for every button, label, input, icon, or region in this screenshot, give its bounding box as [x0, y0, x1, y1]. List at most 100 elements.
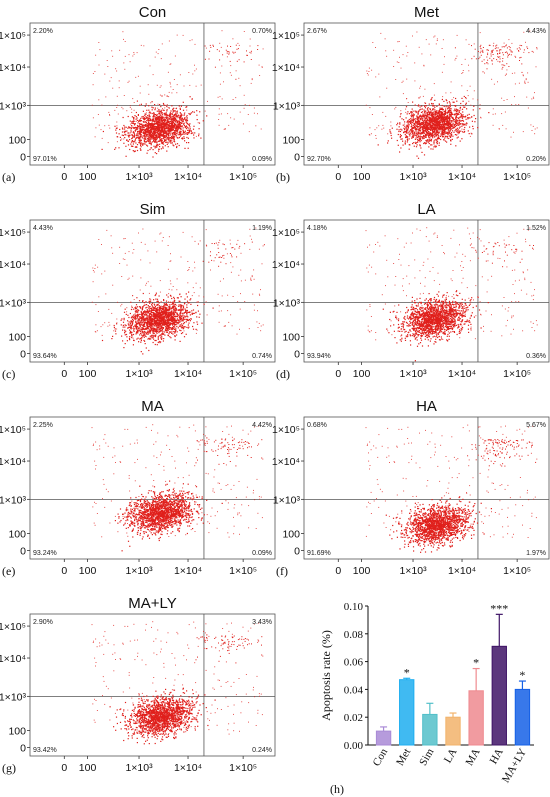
event-point [130, 127, 133, 130]
event-point [429, 126, 431, 128]
event-point [172, 125, 174, 127]
event-point [448, 111, 450, 114]
event-point [416, 133, 418, 135]
event-point [160, 140, 162, 142]
event-point [173, 125, 176, 127]
event-point [147, 125, 149, 127]
event-point [177, 305, 180, 307]
event-point [157, 124, 159, 126]
event-point [519, 57, 521, 59]
event-point [122, 340, 124, 342]
event-point [145, 124, 147, 126]
event-point [437, 116, 439, 118]
event-point [147, 323, 149, 325]
event-point [107, 142, 109, 144]
event-point [180, 326, 182, 328]
event-point [509, 49, 511, 51]
event-point [479, 56, 481, 58]
event-point [497, 60, 499, 62]
event-point [115, 147, 117, 149]
event-point [368, 67, 370, 69]
event-point [447, 106, 449, 108]
event-point [175, 134, 177, 136]
event-point [219, 72, 221, 74]
event-point [431, 113, 433, 115]
event-point [425, 115, 427, 117]
event-point [173, 110, 175, 112]
event-point [191, 313, 193, 315]
event-point [174, 55, 176, 57]
event-point [149, 115, 151, 117]
event-point [414, 122, 417, 124]
event-point [440, 126, 442, 128]
event-point [442, 133, 444, 135]
event-point [435, 120, 437, 122]
event-point [447, 125, 449, 127]
event-point [175, 308, 177, 310]
event-point [114, 109, 116, 111]
event-point [137, 312, 139, 314]
event-point [148, 136, 150, 138]
event-point [152, 74, 154, 76]
event-point [410, 134, 412, 135]
event-point [161, 325, 163, 327]
event-point [416, 31, 418, 33]
event-point [408, 125, 410, 127]
event-point [443, 139, 445, 141]
event-point [154, 135, 157, 137]
event-point [132, 140, 134, 142]
event-point [128, 316, 130, 319]
event-point [535, 66, 537, 68]
event-point [416, 135, 418, 137]
event-point [164, 123, 166, 125]
event-point [171, 113, 173, 115]
event-point [165, 139, 167, 142]
event-point [441, 117, 443, 119]
event-point [141, 123, 143, 125]
event-point [131, 122, 133, 124]
event-point [176, 110, 178, 112]
event-point [186, 117, 188, 119]
event-point [148, 115, 150, 117]
event-point [390, 131, 392, 133]
event-point [473, 55, 475, 57]
event-point [149, 306, 151, 308]
event-point [175, 116, 177, 118]
event-point [447, 122, 449, 124]
event-point [131, 111, 133, 113]
event-point [429, 134, 431, 136]
event-point [473, 114, 475, 117]
event-point [431, 112, 433, 114]
event-point [160, 129, 162, 131]
event-point [193, 134, 195, 136]
event-point [148, 138, 150, 140]
event-point [431, 121, 433, 123]
event-point [149, 143, 151, 145]
event-point [402, 93, 404, 95]
event-point [536, 48, 538, 50]
event-point [136, 144, 139, 146]
event-point [442, 118, 444, 120]
event-point [461, 73, 463, 74]
event-point [423, 135, 425, 137]
event-point [438, 127, 440, 129]
event-point [144, 105, 146, 107]
event-point [437, 121, 439, 123]
event-point [156, 125, 159, 127]
event-point [139, 119, 141, 121]
event-point [178, 137, 180, 139]
event-point [152, 116, 154, 118]
event-point [133, 141, 135, 143]
event-point [504, 74, 506, 76]
event-point [129, 322, 131, 324]
event-point [171, 124, 173, 126]
event-point [157, 128, 159, 130]
event-point [115, 132, 118, 134]
event-point [173, 300, 175, 302]
event-point [408, 130, 410, 132]
event-point [112, 335, 114, 337]
event-point [167, 312, 169, 314]
event-point [170, 132, 172, 134]
event-point [149, 140, 151, 142]
event-point [159, 132, 161, 134]
